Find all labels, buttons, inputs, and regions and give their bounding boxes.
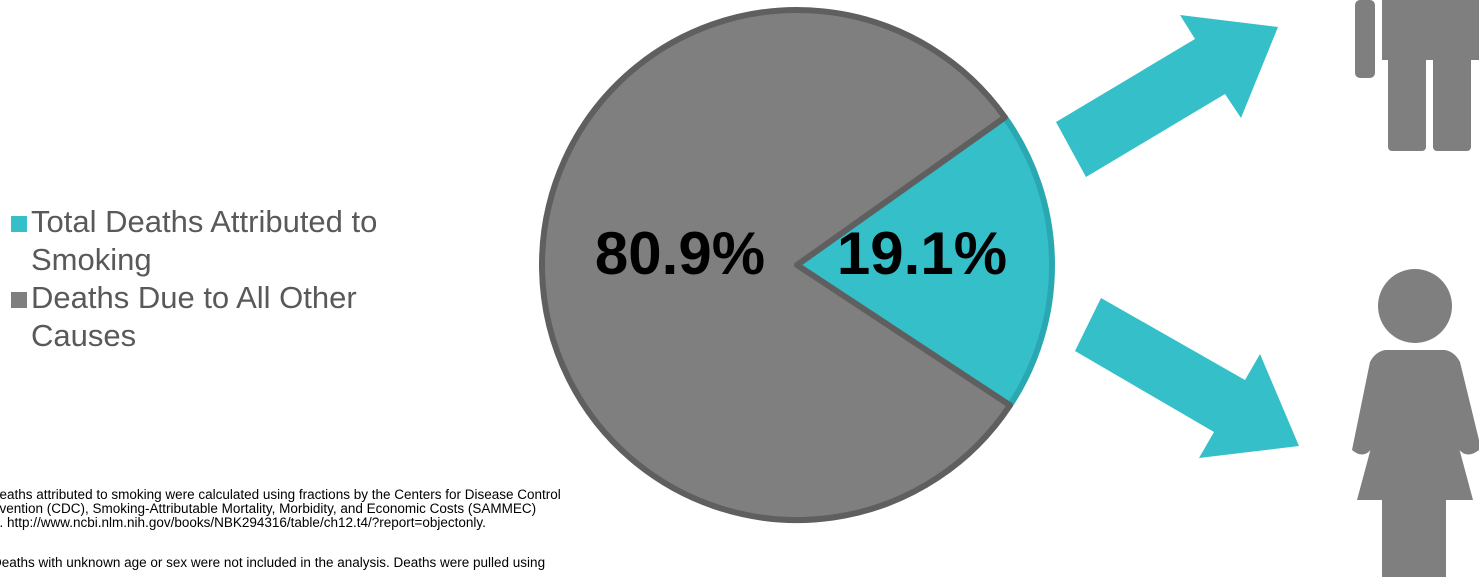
pie-slice-smoking <box>794 114 1055 409</box>
arrow-up-right-icon <box>1056 15 1278 177</box>
male-figure-icon <box>1355 0 1479 151</box>
footnote-exclusions: Deaths with unknown age or sex were not … <box>0 556 692 570</box>
footnote-methodology: deaths attributed to smoking were calcul… <box>0 488 692 530</box>
legend-swatch-other-causes <box>11 292 27 308</box>
pie-slices <box>539 7 1055 524</box>
footnote-line: Deaths with unknown age or sex were not … <box>0 555 546 570</box>
footnote-line: deaths attributed to smoking were calcul… <box>0 487 561 502</box>
legend-item-other-causes: Deaths Due to All Other Causes <box>11 279 451 355</box>
female-figure-icon <box>1352 269 1479 577</box>
legend-label-smoking: Total Deaths Attributed to Smoking <box>31 204 378 277</box>
pie-slice-other-causes <box>539 7 1013 524</box>
footnote-line: evention (CDC), Smoking-Attributable Mor… <box>0 501 537 516</box>
pie-label-smoking: 19.1% <box>837 220 1007 287</box>
footnote-line: n. http://www.ncbi.nlm.nih.gov/books/NBK… <box>0 515 486 530</box>
arrow-down-right-icon <box>1075 298 1299 458</box>
pie-label-other-causes: 80.9% <box>595 220 765 287</box>
legend-swatch-smoking <box>11 216 27 232</box>
chart-legend: Total Deaths Attributed to Smoking Death… <box>11 203 451 355</box>
legend-label-other-causes: Deaths Due to All Other Causes <box>31 280 357 353</box>
legend-item-smoking: Total Deaths Attributed to Smoking <box>11 203 451 279</box>
